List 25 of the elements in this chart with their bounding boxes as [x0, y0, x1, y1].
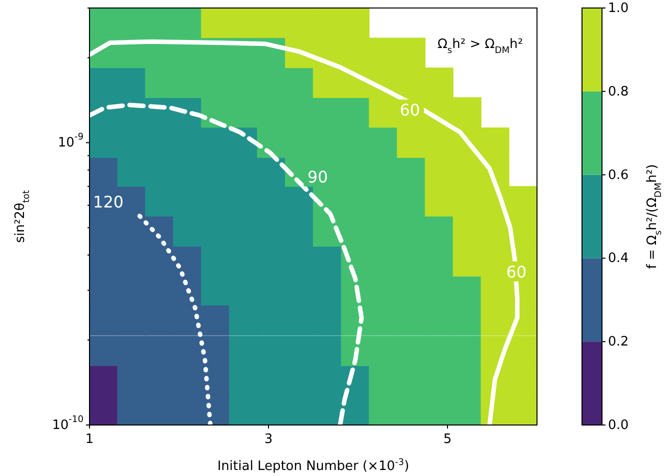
annotation: 60 — [400, 100, 420, 120]
color-bar-label: 0.6 — [608, 167, 629, 182]
point — [89, 394, 118, 426]
color-bar-label: 1.0 — [608, 0, 629, 16]
x-tick-label: 3 — [264, 432, 273, 447]
point — [340, 8, 370, 38]
y-tick-label: 10$^{-9}$ — [58, 132, 84, 150]
point — [312, 68, 342, 98]
point — [201, 305, 230, 336]
x-axis-title: Initial Lepton Number (×10$^{-3}$) — [217, 458, 410, 474]
x-tick-label: 5 — [443, 432, 452, 447]
annotation: 120 — [93, 192, 124, 211]
point — [89, 336, 118, 366]
color-bar-label: 0.4 — [608, 250, 629, 266]
y-tick-label: 10$^{-10}$ — [52, 415, 84, 432]
annotation: 60 — [506, 262, 527, 281]
annotation: 90 — [308, 166, 328, 186]
point — [508, 336, 538, 366]
annotation: Ω$_{s}$h² > Ω$_{DM}$h² — [437, 37, 523, 56]
color-bar-label: 0.2 — [608, 334, 629, 350]
color-bar-label: 0.0 — [608, 418, 629, 432]
x-tick-label: 1 — [85, 432, 94, 447]
point — [89, 365, 118, 396]
point — [201, 8, 230, 38]
color-bar-label: 0.8 — [608, 84, 629, 99]
